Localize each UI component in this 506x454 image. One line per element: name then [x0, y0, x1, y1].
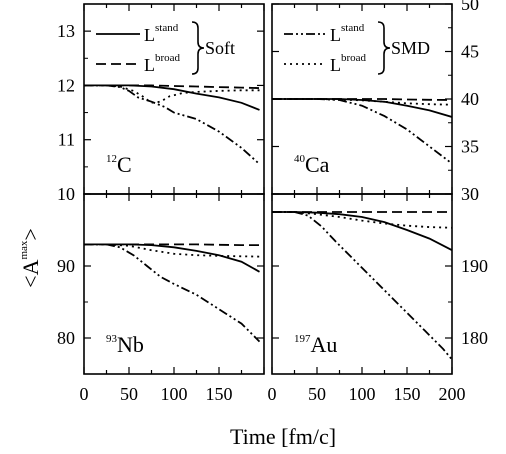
y-axis-label-sup: max — [18, 240, 30, 259]
series-line-solid — [84, 84, 260, 111]
legend-brace — [377, 21, 391, 75]
y-axis-label: <Amax> — [18, 228, 43, 288]
x-tick-label: 150 — [206, 384, 233, 404]
axis-labels: Time [fm/c] <Amax> — [18, 228, 336, 449]
y-tick-label: 40 — [461, 89, 479, 109]
series-group — [84, 243, 261, 343]
legend-group-label: SMD — [391, 38, 430, 58]
y-tick-label: 12 — [57, 75, 75, 95]
y-tick-label: 190 — [461, 256, 488, 276]
legend-label: Lstand — [330, 22, 365, 45]
panel-93Nb: 80 90 93Nb — [57, 193, 265, 375]
nucleus-label: 93Nb — [106, 332, 144, 357]
x-tick-label: 200 — [439, 384, 466, 404]
x-axis-label: Time [fm/c] — [230, 424, 336, 449]
series-line-dashed — [84, 84, 260, 89]
legend: Lstand Lbroad SMD — [284, 21, 430, 75]
chart-panels: 10 11 12 13 12C Lstand Lbroad Soft 30 35 40 45 50 40C… — [57, 0, 488, 404]
legend-label: Lstand — [144, 22, 179, 45]
nucleus-label: 12C — [106, 152, 132, 177]
series-line-dashdotdot — [84, 84, 261, 165]
legend-group-label: Soft — [205, 38, 235, 58]
panel-40Ca: 30 35 40 45 50 40Ca Lstand Lbroad SMD — [271, 0, 479, 204]
x-tick-label: 50 — [120, 384, 138, 404]
x-tick-label: 0 — [80, 384, 89, 404]
y-tick-label: 35 — [461, 137, 479, 157]
series-group — [84, 84, 261, 165]
panel-197Au: 180 190 197Au — [271, 193, 488, 375]
y-tick-label: 10 — [57, 184, 75, 204]
series-line-dashdotdot — [272, 211, 452, 361]
series-line-dotted — [272, 211, 452, 229]
y-tick-label: 80 — [57, 328, 75, 348]
series-line-dotted — [84, 84, 260, 104]
x-tick-label: 100 — [161, 384, 188, 404]
y-tick-label: 180 — [461, 328, 488, 348]
series-line-dashdotdot — [272, 98, 452, 165]
y-tick-label: 90 — [57, 256, 75, 276]
series-line-solid — [84, 243, 260, 273]
y-tick-label: 45 — [461, 42, 479, 62]
x-tick-label: 100 — [349, 384, 376, 404]
x-tick-label: 0 — [268, 384, 277, 404]
x-tick-label: 150 — [394, 384, 421, 404]
series-line-dashdotdot — [84, 243, 261, 343]
series-line-dotted — [84, 243, 260, 258]
y-tick-label: 13 — [57, 21, 75, 41]
nucleus-label: 40Ca — [294, 152, 330, 177]
legend-label: Lbroad — [144, 52, 181, 75]
legend-label: Lbroad — [330, 52, 367, 75]
x-tick-label: 50 — [308, 384, 326, 404]
y-tick-label: 50 — [461, 0, 479, 14]
svg-text:<Amax>: <Amax> — [18, 228, 43, 288]
y-axis-label-base: <A — [18, 259, 43, 287]
nucleus-label: 197Au — [294, 332, 337, 357]
y-axis-label-close: > — [18, 228, 43, 240]
series-group — [272, 211, 452, 361]
legend-brace — [191, 21, 205, 75]
legend: Lstand Lbroad Soft — [96, 21, 235, 75]
series-group — [272, 98, 452, 165]
series-line-solid — [272, 98, 452, 118]
y-tick-label: 30 — [461, 184, 479, 204]
series-line-dashed — [84, 243, 260, 247]
y-tick-label: 11 — [58, 130, 75, 150]
panel-12C: 10 11 12 13 12C Lstand Lbroad Soft — [57, 3, 265, 204]
series-line-solid — [272, 211, 452, 251]
